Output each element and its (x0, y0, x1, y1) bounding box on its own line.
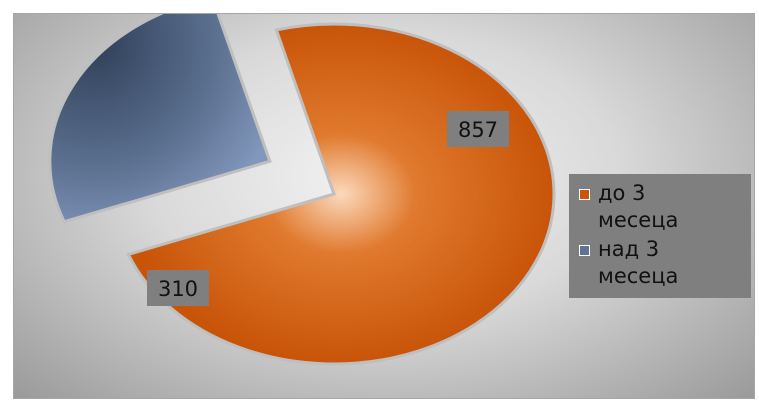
data-label: 310 (158, 277, 198, 301)
legend-item-up-to-3-months: до 3 месеца (577, 180, 751, 234)
chart-legend: до 3 месеца над 3 месеца (569, 174, 751, 298)
legend-item-over-3-months: над 3 месеца (577, 236, 751, 290)
pie-chart: 857 310 (48, 14, 556, 366)
legend-label: до 3 месеца (598, 181, 679, 232)
legend-swatch-orange (579, 189, 590, 200)
chart-area: 857 310 до 3 месеца над 3 месеца (13, 13, 755, 399)
legend-swatch-blue (579, 245, 590, 256)
pie-slice-up-to-3-months (126, 22, 556, 366)
data-label: 857 (458, 118, 498, 142)
data-label-box (147, 270, 209, 306)
data-label-box (447, 111, 509, 147)
pie-slice-over-3-months (48, 14, 272, 224)
legend-label: над 3 месеца (598, 237, 679, 288)
